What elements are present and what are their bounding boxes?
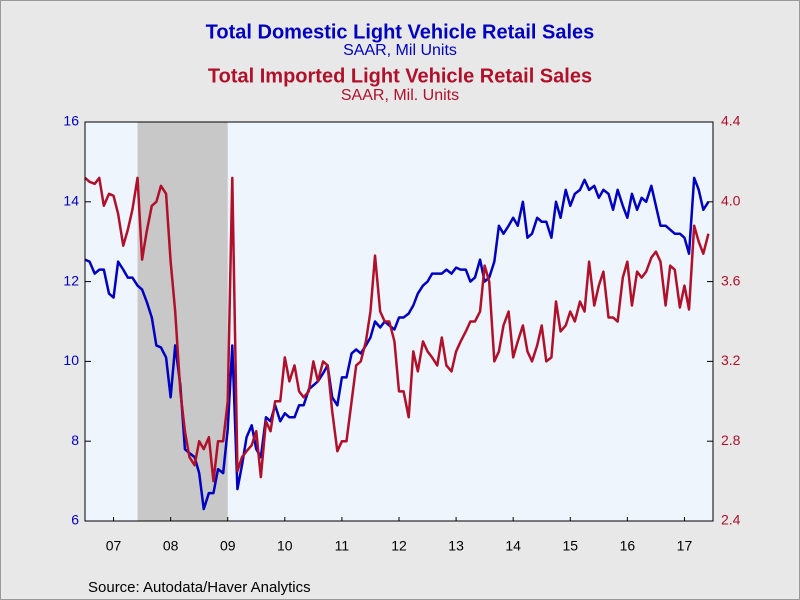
y2-tick-label: 2.4 xyxy=(721,512,741,528)
y2-tick-label: 4.0 xyxy=(721,193,741,209)
y-tick-label: 16 xyxy=(63,113,79,129)
x-tick-label: 13 xyxy=(448,538,464,554)
x-tick-label: 08 xyxy=(163,538,179,554)
subtitle: SAAR, Mil Units xyxy=(343,42,457,59)
x-tick-label: 12 xyxy=(391,538,407,554)
y2-tick-label: 2.8 xyxy=(721,432,741,448)
title: Total Domestic Light Vehicle Retail Sale… xyxy=(206,21,595,43)
y-tick-label: 14 xyxy=(63,193,79,209)
y-tick-label: 12 xyxy=(63,272,79,288)
x-tick-label: 11 xyxy=(335,538,350,554)
marks-layer xyxy=(84,176,710,511)
recession-shading xyxy=(137,122,228,521)
subtitle: SAAR, Mil. Units xyxy=(341,87,459,104)
x-tick-label: 09 xyxy=(220,538,236,554)
x-tick-label: 16 xyxy=(620,538,636,554)
x-tick-label: 07 xyxy=(106,538,122,554)
y-tick-label: 10 xyxy=(63,352,79,368)
x-tick-label: 10 xyxy=(277,538,293,554)
shading-layer xyxy=(137,122,228,521)
source: Source: Autodata/Haver Analytics xyxy=(88,579,311,596)
y-tick-label: 6 xyxy=(71,512,79,528)
title: Total Imported Light Vehicle Retail Sale… xyxy=(208,65,592,87)
x-tick-label: 15 xyxy=(562,538,578,554)
series-line xyxy=(84,176,710,483)
x-tick-label: 14 xyxy=(505,538,521,554)
x-tick-label: 17 xyxy=(677,538,693,554)
y2-tick-label: 3.2 xyxy=(721,352,741,368)
y-tick-label: 8 xyxy=(71,432,79,448)
y2-tick-label: 3.6 xyxy=(721,272,741,288)
y2-tick-label: 4.4 xyxy=(721,113,741,129)
